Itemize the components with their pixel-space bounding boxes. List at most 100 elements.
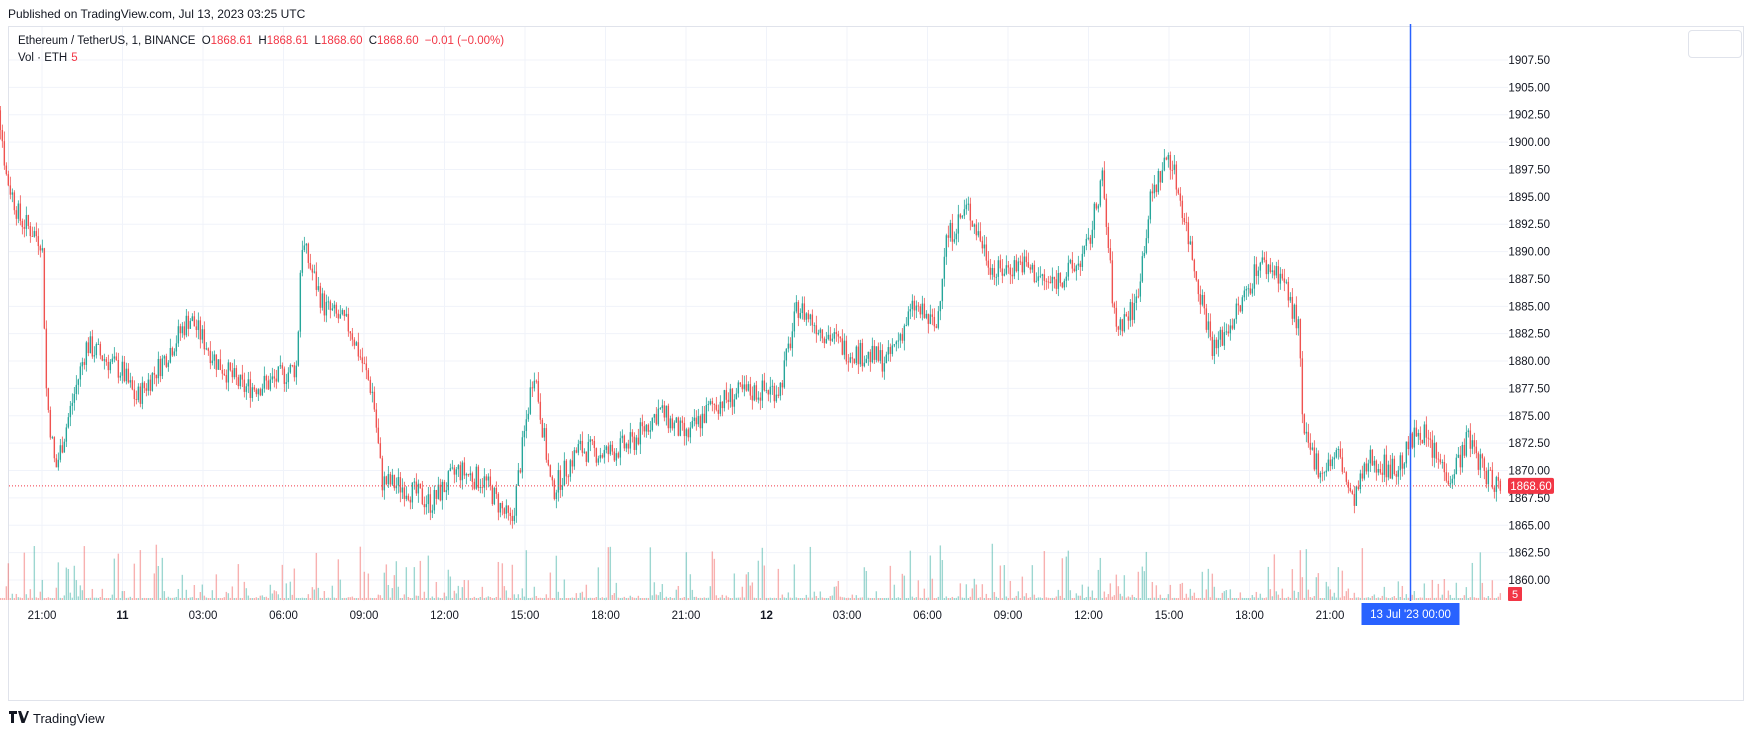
volume-bar [1457,598,1460,600]
candle-body [1461,444,1464,468]
volume-bar [503,586,506,600]
candle-body [3,141,6,166]
candle-body [957,214,960,234]
volume-bar [531,597,534,600]
volume-bar [1491,580,1494,600]
volume-bar [947,598,950,600]
volume-bar [629,595,632,600]
candle-body [231,370,234,378]
volume-bar [1173,597,1176,600]
volume-bar [287,597,290,600]
volume-bar [319,597,322,600]
candle-body [1435,442,1438,459]
candle-body [547,459,550,466]
candle-body [1,130,4,142]
volume-bar [1039,597,1042,600]
volume-label[interactable]: Vol · ETH [18,52,68,64]
volume-bar [865,570,868,600]
candle-body [201,329,204,340]
candle-body [359,356,362,358]
candle-body [525,419,528,432]
volume-bar [1249,597,1252,600]
volume-bar [783,597,786,600]
volume-bar [265,596,268,600]
candle-body [1217,339,1220,349]
candle-body [481,487,484,489]
candle-body [849,357,852,363]
volume-bar [1245,597,1248,600]
time-axis[interactable]: 21:00 11 03:00 06:00 09:00 12:00 15:00 18:00 21:… [28,610,1425,622]
publish-info: Published on TradingView.com, Jul 13, 20… [8,7,306,21]
candle-body [319,286,322,308]
candle-body [739,382,742,385]
candle-body [77,379,80,385]
last-price-badge-label: 1868.60 [1510,481,1552,493]
volume-bar [1437,583,1440,600]
volume-bar [173,597,176,600]
volume-bar [163,591,166,600]
chart-settings-box[interactable] [1688,30,1742,58]
volume-bar [887,597,890,600]
volume-bar [605,597,608,600]
volume-bar [1489,597,1492,600]
candle-body [1489,469,1492,471]
candle-body [1111,260,1114,304]
candle-body [769,386,772,395]
symbol-label[interactable]: Ethereum / TetherUS, 1, BINANCE [18,35,196,47]
candle-body [861,342,864,367]
volume-bar [869,597,872,600]
candle-body [393,474,396,489]
volume-bar [569,597,572,600]
volume-bar [337,559,340,600]
volume-bar [451,597,454,600]
candle-body [855,346,858,363]
volume-bar [919,597,922,600]
volume-bar [487,596,490,600]
candle-body [433,490,436,511]
candle-body [1199,294,1202,305]
volume-bar [885,597,888,600]
volume-bar [1191,595,1194,600]
volume-bar [245,588,248,600]
volume-bar [1013,597,1016,600]
volume-bar [463,579,466,600]
volume-bar [687,598,690,600]
y-tick-label: 1872.50 [1508,438,1550,450]
candle-body [765,390,768,391]
volume-bar [1341,570,1344,600]
candle-body [1129,302,1132,321]
candle-body [1039,275,1042,277]
volume-bar [119,597,122,600]
volume-bar [149,598,152,600]
candle-body [551,476,554,481]
volume-bar [259,595,262,600]
candle-body [653,414,656,418]
volume-bar [1435,597,1438,600]
candle-body [1069,260,1072,263]
candle-body [423,504,426,508]
volume-bar [935,597,938,600]
volume-bar [981,584,984,600]
volume-bar [7,563,10,600]
candle-body [1467,430,1470,433]
candle-body [949,222,952,238]
candle-body [407,495,410,500]
candle-body [937,311,940,328]
volume-bar [31,597,34,600]
volume-bar [103,597,106,600]
volume-bar [481,586,484,600]
price-axis[interactable]: 1907.501905.001902.501900.001897.501895.… [1508,55,1550,587]
volume-bar [697,598,700,600]
candle-body [31,236,34,237]
candle-body [987,260,990,268]
candle-body [1047,281,1050,283]
volume-bar [879,597,882,600]
candle-body [345,313,348,317]
candle-body [1165,157,1168,160]
volume-bar [227,593,230,600]
candle-body [667,405,670,429]
candle-body [235,368,238,378]
volume-bar [743,597,746,600]
volume-bar [617,597,620,600]
